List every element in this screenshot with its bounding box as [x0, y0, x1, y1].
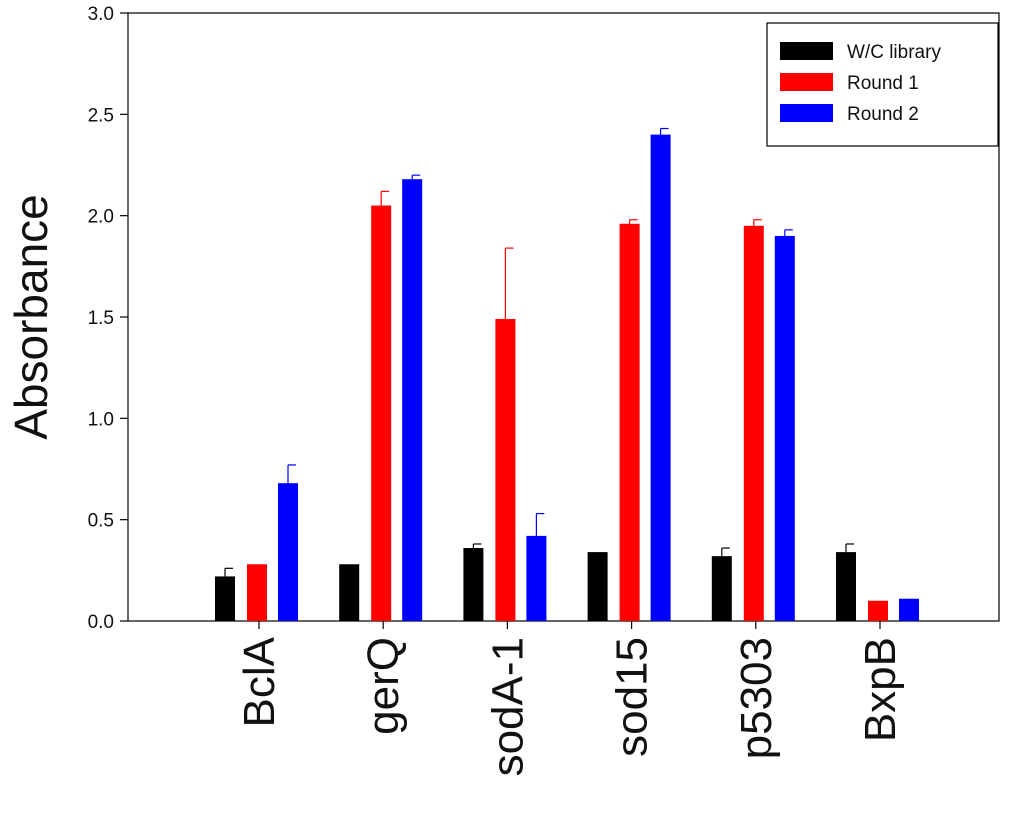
legend: W/C library Round 1 Round 2	[766, 22, 999, 147]
x-category-label: BclA	[235, 636, 284, 727]
bar	[247, 564, 267, 621]
bar	[711, 556, 732, 621]
x-category-label: gerQ	[359, 637, 408, 735]
x-category-label: p5303	[732, 637, 781, 759]
y-tick-label: 0.0	[88, 612, 114, 633]
legend-label: W/C library	[847, 42, 941, 63]
bar	[463, 548, 484, 621]
bar	[650, 134, 671, 621]
y-tick-label: 0.5	[88, 511, 114, 532]
bar	[899, 598, 919, 621]
bar	[526, 535, 547, 621]
y-tick-label: 2.0	[88, 207, 114, 228]
bar	[619, 223, 640, 622]
error-bars-layer	[224, 127, 854, 577]
x-category-label: BxpB	[856, 637, 905, 742]
bar	[587, 552, 608, 621]
bar	[774, 235, 795, 621]
legend-swatch	[780, 104, 833, 122]
bar	[402, 179, 423, 622]
bar	[371, 205, 392, 622]
bar	[868, 600, 888, 621]
y-axis-title: Absorbance	[5, 194, 57, 440]
x-category-label: sod15	[608, 637, 657, 757]
legend-label: Round 2	[847, 104, 919, 125]
legend-swatch	[780, 42, 833, 60]
bar	[495, 319, 516, 621]
bar	[743, 225, 764, 622]
y-tick-label: 1.5	[88, 308, 114, 329]
axes-layer	[120, 12, 1000, 629]
bar	[339, 564, 360, 621]
legend-swatch	[780, 73, 833, 91]
y-tick-label: 3.0	[88, 4, 114, 25]
bars-layer	[215, 134, 919, 622]
y-tick-label: 2.5	[88, 105, 114, 126]
labels-layer: 0.0 0.5 1.0 1.5 2.0 2.5 3.0 Absorbance BclA gerQ s…	[5, 4, 905, 776]
bar	[215, 576, 235, 621]
x-category-label: sodA-1	[483, 637, 532, 776]
legend-label: Round 1	[847, 73, 919, 94]
bar	[836, 552, 856, 621]
bar	[278, 483, 298, 621]
y-tick-label: 1.0	[88, 409, 114, 430]
